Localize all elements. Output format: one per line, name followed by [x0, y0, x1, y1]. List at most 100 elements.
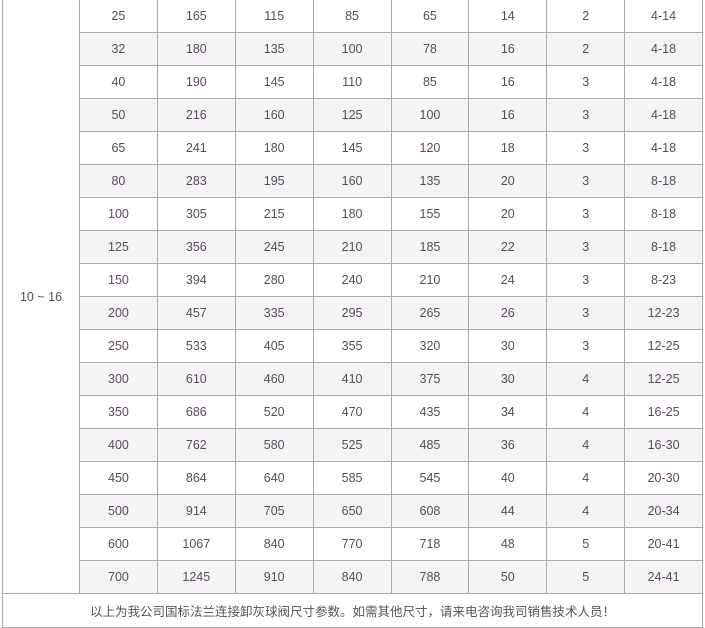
table-cell: 864 [156, 461, 236, 495]
table-cell: 30 [468, 329, 548, 363]
table-row: 32 180 135 100 78 16 2 4-18 [3, 32, 703, 66]
table-cell: 5 [546, 527, 626, 561]
table-cell: 115 [234, 0, 314, 33]
table-cell: 3 [546, 131, 626, 165]
table-cell: 300 [79, 362, 158, 396]
table-cell: 405 [234, 329, 314, 363]
table-cell: 8-18 [624, 197, 703, 231]
table-cell: 12-25 [624, 362, 703, 396]
table-cell: 3 [546, 65, 626, 99]
table-cell: 8-23 [624, 263, 703, 297]
table-cell: 1067 [156, 527, 236, 561]
table-cell: 356 [156, 230, 236, 264]
table-cell: 16-30 [624, 428, 703, 462]
table-cell: 394 [156, 263, 236, 297]
table-cell: 1245 [156, 560, 236, 594]
table-row: 600 1067 840 770 718 48 5 20-41 [3, 527, 703, 561]
table-cell: 100 [79, 197, 158, 231]
table-cell: 335 [234, 296, 314, 330]
table-cell: 8-18 [624, 230, 703, 264]
table-cell: 12-23 [624, 296, 703, 330]
table-cell: 24 [468, 263, 548, 297]
table-cell: 500 [79, 494, 158, 528]
table-cell: 78 [390, 32, 470, 66]
table-cell: 241 [156, 131, 236, 165]
pressure-group-cell: 10 ~ 16 [2, 0, 80, 594]
table-cell: 4-18 [624, 32, 703, 66]
table-cell: 4 [546, 362, 626, 396]
table-row: 350 686 520 470 435 34 4 16-25 [3, 395, 703, 429]
table-cell: 40 [468, 461, 548, 495]
table-cell: 24-41 [624, 560, 703, 594]
table-cell: 533 [156, 329, 236, 363]
table-row: 125 356 245 210 185 22 3 8-18 [3, 230, 703, 264]
table-cell: 180 [156, 32, 236, 66]
table-cell: 48 [468, 527, 548, 561]
table-cell: 50 [79, 98, 158, 132]
table-row: 65 241 180 145 120 18 3 4-18 [3, 131, 703, 165]
table-cell: 145 [234, 65, 314, 99]
table-cell: 18 [468, 131, 548, 165]
table-cell: 718 [390, 527, 470, 561]
table-cell: 200 [79, 296, 158, 330]
table-cell: 50 [468, 560, 548, 594]
table-cell: 125 [312, 98, 392, 132]
table-cell: 4 [546, 395, 626, 429]
table-cell: 450 [79, 461, 158, 495]
table-row: 200 457 335 295 265 26 3 12-23 [3, 296, 703, 330]
table-cell: 85 [390, 65, 470, 99]
table-cell: 25 [79, 0, 158, 33]
table-cell: 160 [234, 98, 314, 132]
table-cell: 150 [79, 263, 158, 297]
table-cell: 3 [546, 164, 626, 198]
table-cell: 375 [390, 362, 470, 396]
table-row: 300 610 460 410 375 30 4 12-25 [3, 362, 703, 396]
table-cell: 135 [390, 164, 470, 198]
table-cell: 165 [156, 0, 236, 33]
table-row: 100 305 215 180 155 20 3 8-18 [3, 197, 703, 231]
table-cell: 470 [312, 395, 392, 429]
table-cell: 14 [468, 0, 548, 33]
table-cell: 350 [79, 395, 158, 429]
table-cell: 3 [546, 329, 626, 363]
table-cell: 65 [79, 131, 158, 165]
table-cell: 585 [312, 461, 392, 495]
table-row: 10 ~ 16 25 165 115 85 65 14 2 4-14 [2, 0, 703, 594]
table-cell: 180 [234, 131, 314, 165]
table-cell: 705 [234, 494, 314, 528]
table-cell: 22 [468, 230, 548, 264]
table-cell: 190 [156, 65, 236, 99]
table-cell: 410 [312, 362, 392, 396]
table-cell: 20 [468, 164, 548, 198]
table-cell: 600 [79, 527, 158, 561]
table-cell: 125 [79, 230, 158, 264]
table-cell: 770 [312, 527, 392, 561]
table-cell: 914 [156, 494, 236, 528]
table-cell: 215 [234, 197, 314, 231]
table-cell: 608 [390, 494, 470, 528]
table-cell: 12-25 [624, 329, 703, 363]
table-cell: 295 [312, 296, 392, 330]
table-row: 400 762 580 525 485 36 4 16-30 [3, 428, 703, 462]
table-cell: 4 [546, 428, 626, 462]
table-cell: 32 [79, 32, 158, 66]
table-cell: 650 [312, 494, 392, 528]
table-cell: 265 [390, 296, 470, 330]
table-cell: 120 [390, 131, 470, 165]
table-cell: 210 [390, 263, 470, 297]
table-cell: 26 [468, 296, 548, 330]
table-cell: 250 [79, 329, 158, 363]
table-cell: 100 [312, 32, 392, 66]
table-cell: 520 [234, 395, 314, 429]
table-cell: 40 [79, 65, 158, 99]
table-cell: 20-30 [624, 461, 703, 495]
table-cell: 3 [546, 98, 626, 132]
table-cell: 4 [546, 494, 626, 528]
table-cell: 545 [390, 461, 470, 495]
table-row: 40 190 145 110 85 16 3 4-18 [3, 65, 703, 99]
table-cell: 30 [468, 362, 548, 396]
table-cell: 44 [468, 494, 548, 528]
table-cell: 8-18 [624, 164, 703, 198]
table-cell: 788 [390, 560, 470, 594]
table-cell: 195 [234, 164, 314, 198]
